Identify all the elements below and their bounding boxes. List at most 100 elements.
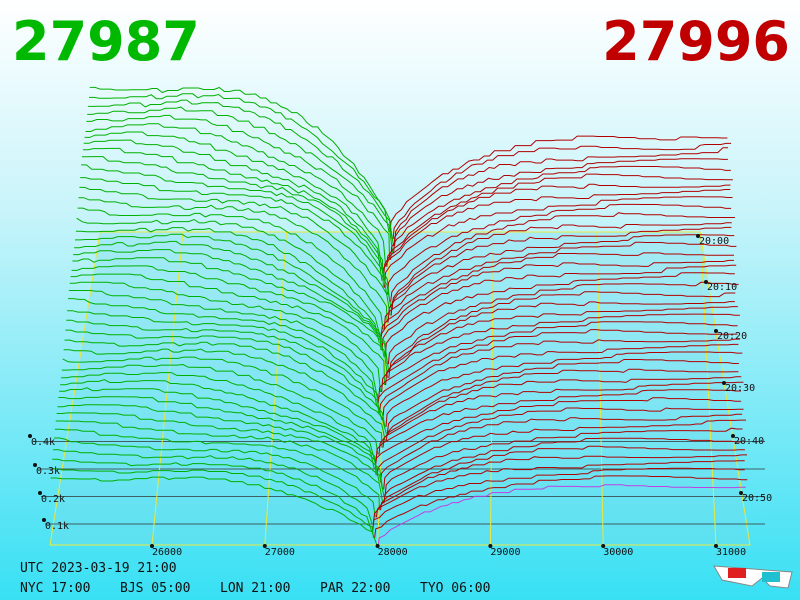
bid-depth-line — [81, 164, 391, 302]
bid-depth-line — [83, 139, 383, 281]
bid-depth-line — [54, 437, 376, 518]
bid-depth-line — [60, 379, 375, 469]
ask-depth-line — [387, 203, 732, 295]
depth-tick — [42, 518, 46, 522]
bid-depth-line — [77, 207, 384, 330]
price-label: 27000 — [265, 547, 295, 558]
time-label: 20:40 — [734, 436, 764, 447]
red-lens — [728, 568, 746, 578]
bid-depth-line — [61, 363, 379, 455]
time-label: 20:50 — [742, 493, 772, 504]
city-time: PAR 22:00 — [320, 581, 390, 596]
bid-depth-line — [65, 329, 386, 427]
bid-depth-line — [50, 476, 378, 546]
price-tick — [375, 544, 380, 548]
price-label: 26000 — [152, 547, 182, 558]
ask-depth-line — [381, 264, 737, 351]
ask-depth-line — [383, 419, 746, 490]
ask-depth-line — [386, 173, 733, 267]
bid-depth-line — [62, 356, 383, 448]
depth-tick — [33, 463, 37, 467]
bid-depth-line — [57, 404, 384, 490]
ask-depth-line — [380, 413, 743, 483]
ask-depth-line — [372, 467, 745, 532]
bid-depth-line — [85, 123, 387, 267]
ask-depth-line — [384, 196, 733, 288]
utc-time: UTC 2023-03-19 21:00 — [20, 561, 177, 576]
bid-depth-line — [89, 93, 393, 240]
ask-depth-line — [388, 301, 735, 379]
ask-depth-line — [378, 321, 738, 399]
ask-price: 27996 — [602, 10, 790, 73]
ask-depth-line — [375, 454, 747, 518]
bid-depth-line — [89, 86, 390, 233]
cyan-lens — [762, 572, 780, 582]
ask-depth-line — [385, 351, 743, 427]
bid-depth-line — [84, 131, 384, 274]
ask-depth-line — [394, 147, 729, 246]
bid-depth-line — [59, 387, 377, 476]
ask-depth-line — [383, 183, 731, 274]
bid-depth-line — [71, 265, 389, 379]
ask-depth-line — [382, 189, 731, 281]
ask-depth-line — [379, 338, 740, 413]
ask-depth-line — [384, 272, 735, 358]
ask-depth-line — [384, 427, 743, 497]
ask-depth-line — [385, 368, 739, 441]
city-time: NYC 17:00 — [20, 581, 90, 596]
city-time: BJS 05:00 — [120, 581, 190, 596]
ask-depth-line — [390, 212, 735, 302]
price-tick — [150, 544, 154, 548]
ask-depth-line — [380, 445, 745, 511]
bid-depth-line — [87, 106, 394, 253]
ask-depth-line — [390, 165, 731, 260]
time-label: 20:00 — [699, 236, 729, 247]
ask-depth-line — [385, 306, 738, 386]
ask-depth-line — [381, 313, 740, 393]
bid-depth-line — [51, 468, 374, 539]
price-grid-line — [700, 231, 717, 546]
bid-depth-line — [68, 298, 378, 406]
ask-depth-line — [374, 475, 748, 539]
bid-depth-line — [72, 257, 390, 372]
depth-tick — [38, 491, 42, 495]
bid-depth-line — [86, 114, 391, 260]
ask-depth-line — [377, 329, 738, 406]
depth-tick — [28, 434, 32, 438]
ask-depth-line — [374, 397, 742, 469]
bid-depth-line — [82, 156, 388, 295]
price-label: 29000 — [490, 547, 520, 558]
bid-depth-line — [69, 281, 381, 393]
ask-depth-line — [376, 407, 744, 476]
ask-depth-line — [382, 376, 742, 448]
bid-depth-line — [79, 186, 391, 316]
ask-depth-line — [390, 226, 732, 316]
glasses-icon — [713, 565, 793, 589]
ask-depth-line — [380, 252, 734, 337]
ask-depth-line — [378, 381, 744, 455]
ask-depth-line — [382, 343, 739, 420]
time-label: 20:20 — [717, 331, 747, 342]
ask-depth-line — [389, 135, 728, 233]
bid-depth-line — [73, 249, 388, 365]
time-tick — [714, 329, 718, 333]
bid-depth-line — [74, 240, 385, 358]
price-label: 28000 — [378, 547, 408, 558]
ask-depth-line — [392, 142, 732, 240]
bid-depth-line — [67, 310, 379, 413]
price-label: 31000 — [716, 547, 746, 558]
bid-depth-line — [88, 99, 394, 246]
ask-depth-line — [383, 241, 737, 330]
ask-depth-line — [387, 281, 739, 365]
time-tick — [696, 234, 700, 238]
time-tick — [722, 381, 726, 385]
bid-depth-line — [56, 412, 385, 497]
price-tick — [714, 544, 718, 548]
price-tick — [488, 544, 493, 548]
ask-depth-line — [393, 158, 728, 253]
depth-label: 0.2k — [41, 494, 65, 505]
bid-price: 27987 — [12, 10, 200, 73]
bid-depth-line — [52, 458, 373, 532]
depth-label: 0.1k — [45, 521, 69, 532]
